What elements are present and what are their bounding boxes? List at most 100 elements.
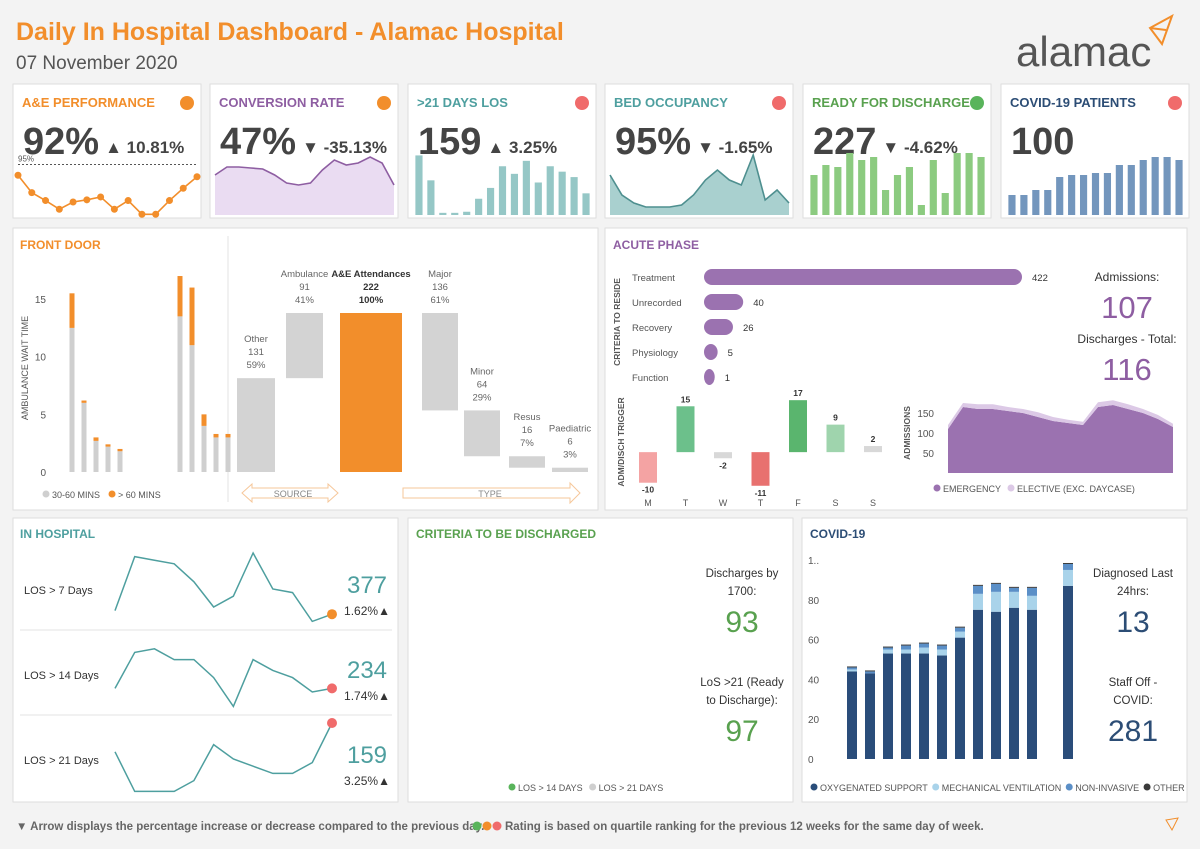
row-change: 1.62%▲	[344, 604, 390, 618]
bar-segment	[117, 451, 123, 472]
kpi-title: COVID-19 PATIENTS	[1010, 95, 1136, 110]
y-axis-label: ADM/DISCH TRIGGER	[616, 397, 626, 486]
y-tick-label: 100	[917, 429, 934, 440]
bar-segment	[937, 655, 947, 759]
point	[28, 189, 36, 197]
bar-segment	[865, 671, 875, 674]
bar	[858, 160, 866, 215]
panel-title: IN HOSPITAL	[20, 527, 95, 541]
bar-segment	[847, 667, 857, 670]
kpi-value: 159	[418, 121, 481, 163]
bar	[826, 424, 845, 453]
point	[138, 210, 146, 218]
bar-segment	[991, 611, 1001, 759]
point	[97, 193, 105, 201]
bar	[582, 193, 590, 215]
bar-segment	[225, 437, 231, 472]
value-label: -11	[755, 488, 767, 498]
bar	[929, 160, 937, 215]
bar-segment	[937, 645, 947, 650]
stat-label: Admissions:	[1095, 270, 1160, 284]
point	[152, 210, 160, 218]
area	[215, 157, 394, 215]
kpi-title: READY FOR DISCHARGE	[812, 95, 970, 110]
legend-label: LOS > 14 DAYS	[518, 783, 583, 793]
bar	[905, 167, 914, 215]
legend-label: ELECTIVE (EXC. DAYCASE)	[1017, 484, 1135, 494]
kpi-change: ▼ -4.62%	[882, 138, 957, 157]
kpi-value: 100	[1011, 121, 1074, 163]
bar-name: Minor	[470, 366, 494, 377]
status-dot	[1168, 96, 1182, 110]
bar-segment	[901, 645, 911, 650]
bar-segment	[1063, 585, 1073, 759]
point	[55, 205, 63, 213]
title: Daily In Hospital Dashboard - Alamac Hos…	[16, 18, 564, 46]
bar	[1044, 190, 1052, 215]
bar-segment	[1009, 591, 1019, 608]
line	[114, 648, 333, 708]
x-tick-label: M	[644, 498, 652, 508]
legend-label: OXYGENATED SUPPORT	[820, 783, 928, 793]
bar	[864, 446, 882, 453]
bar	[1139, 160, 1147, 215]
bar	[475, 198, 483, 215]
target-label: 95%	[18, 154, 34, 163]
stat-value: 107	[1101, 290, 1153, 325]
x-tick-label: W	[719, 498, 728, 508]
category-label: Physiology	[632, 348, 678, 359]
point	[110, 205, 118, 213]
bar-segment	[69, 327, 75, 472]
date: 07 November 2020	[16, 53, 178, 74]
bar	[1151, 157, 1159, 215]
value-label: 15	[681, 394, 691, 404]
kpi-change: ▲ 10.81%	[105, 138, 184, 157]
x-tick-label: T	[683, 498, 689, 508]
bar	[1091, 173, 1100, 215]
bar-segment	[919, 643, 929, 648]
bar-segment	[955, 637, 965, 759]
legend-dot	[1143, 783, 1151, 791]
bar	[751, 452, 770, 486]
kpi-value: 92%	[23, 121, 99, 163]
waterfall-bar	[509, 456, 545, 468]
kpi-value: 47%	[220, 121, 296, 163]
kpi-title: >21 DAYS LOS	[417, 95, 508, 110]
value-label: 17	[793, 388, 803, 398]
bar-segment	[901, 649, 911, 654]
bar-segment	[865, 673, 875, 759]
bar	[704, 344, 718, 360]
point	[83, 196, 91, 204]
value-label: 5	[728, 348, 733, 359]
stat-label: Diagnosed Last	[1093, 568, 1174, 580]
kpi-card	[12, 83, 202, 219]
bar-segment	[847, 666, 857, 668]
status-dot	[970, 96, 984, 110]
legend-label: NON-INVASIVE	[1075, 783, 1139, 793]
panel-title: CRITERIA TO BE DISCHARGED	[416, 527, 596, 541]
y-tick-label: 50	[923, 449, 935, 460]
bar	[439, 212, 447, 215]
value-label: 2	[871, 434, 876, 444]
y-tick-label: 0	[808, 755, 814, 766]
bar-segment	[883, 647, 893, 650]
bar-name: Other	[244, 334, 268, 345]
row-value: 159	[347, 742, 387, 769]
arrow-label: TYPE	[478, 489, 502, 499]
bar	[415, 155, 423, 215]
legend-label: 30-60 MINS	[52, 490, 100, 500]
kpi-value: 227	[813, 121, 876, 163]
bar-segment	[937, 644, 947, 646]
bar	[789, 400, 807, 453]
bar	[810, 175, 818, 215]
value-label: 1	[725, 373, 730, 384]
bar-segment	[213, 437, 219, 472]
legend-dot	[1007, 484, 1015, 492]
point	[42, 197, 50, 205]
bar-segment	[937, 649, 947, 656]
y-tick-label: 15	[35, 295, 47, 306]
bar-segment	[81, 400, 87, 403]
category-label: Recovery	[632, 323, 672, 334]
stat-label: to Discharge):	[706, 695, 778, 707]
